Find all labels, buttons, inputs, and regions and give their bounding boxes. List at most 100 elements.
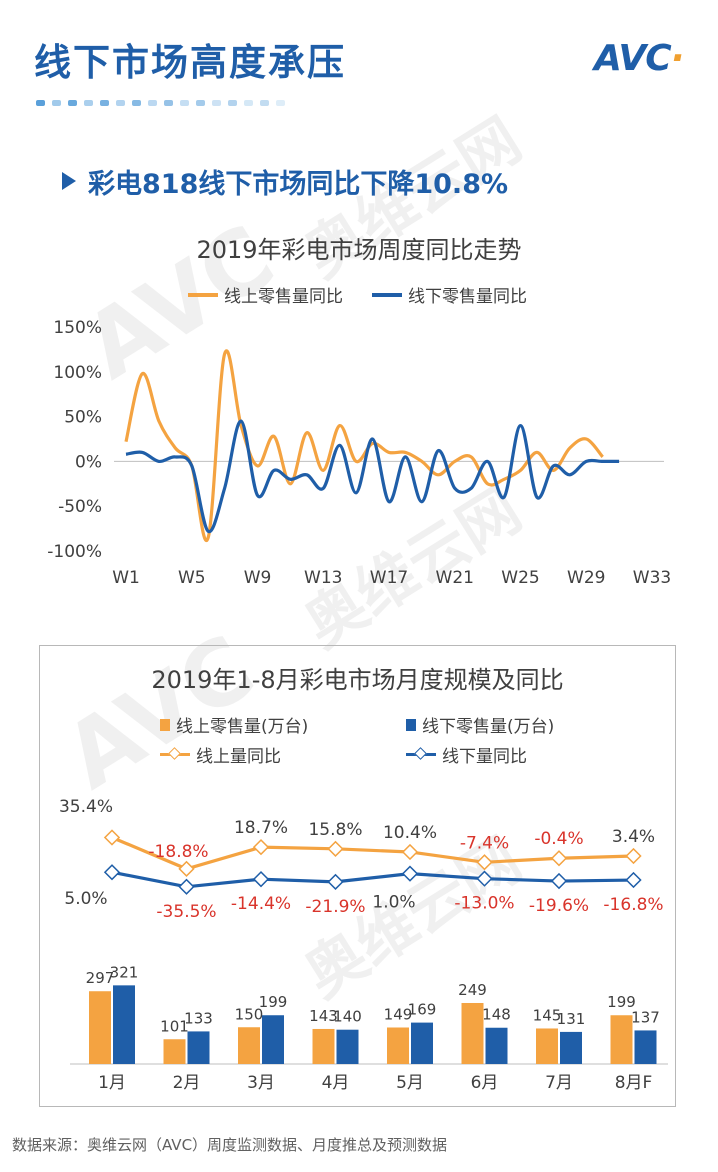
month-label: 1月 [98,1073,126,1093]
offline-yoy-label: 1.0% [372,893,415,913]
offline-yoy-marker [550,872,568,890]
offline-volume-bar [113,985,135,1064]
section-subtitle: 彩电818线下市场同比下降10.8% [88,169,509,200]
offline-bar-label: 199 [259,993,288,1011]
online-bar-label: 297 [86,969,115,987]
offline-volume-bar [560,1031,582,1064]
month-label: 3月 [247,1073,275,1093]
chart2-title: 2019年1-8月彩电市场月度规模及同比 [151,666,564,694]
online-yoy-label: -18.8% [148,842,208,862]
online-yoy-marker [401,843,419,861]
online-yoy-label: 35.4% [59,797,113,817]
monthly-bar-line-chart: 2973211月1011332月1501993月1431404月1491695月… [59,797,668,1093]
x-tick-label: W5 [178,568,206,588]
legend-label: 线下零售量同比 [408,287,527,307]
legend-line-marker [406,747,436,760]
online-yoy-marker [550,850,568,867]
x-tick-label: W1 [112,568,140,588]
y-tick-label: 100% [53,363,102,383]
month-label: 2月 [173,1073,201,1093]
online-yoy-marker [476,854,493,871]
legend-bar-swatch [160,718,170,731]
offline-volume-bar [411,1022,433,1064]
x-tick-label: W25 [501,568,539,588]
online-bar-label: 149 [384,1005,413,1023]
page-title: 线下市场高度承压 [34,41,346,84]
month-label: 5月 [396,1073,424,1093]
x-tick-label: W9 [244,568,272,588]
legend-online-bar: 线上零售量(万台) [160,712,308,737]
offline-yoy-marker [327,873,344,891]
legend-line-swatch [372,292,402,297]
x-tick-label: W13 [304,568,342,588]
x-tick-label: W17 [370,568,408,588]
online-volume-bar [387,1027,409,1064]
legend-line-swatch [188,292,218,297]
online-yoy-line [111,835,634,871]
offline-yoy-marker [103,864,121,881]
chart1-title: 2019年彩电市场周度同比走势 [196,236,522,264]
offline-bar-label: 169 [408,1001,437,1019]
online-volume-bar [610,1015,633,1064]
online-yoy-marker [252,839,270,856]
weekly-yoy-line-chart: 150% 100% 50% 0% -50% -100% W1 W5 W9 W13 W17 W21 W25… [47,318,671,588]
online-yoy-marker [625,847,642,865]
triangle-bullet-icon [62,172,76,190]
legend-offline-yoy: 线下量同比 [406,742,527,767]
x-tick-label: W29 [567,568,605,588]
offline-bar-label: 148 [482,1006,511,1024]
legend-label: 线上量同比 [196,747,281,767]
x-tick-label: W33 [633,568,671,588]
monthly-chart-frame [39,645,676,1107]
y-tick-label: -100% [47,542,102,562]
online-yoy-label: -7.4% [460,833,509,853]
legend-label: 线上零售量(万台) [176,717,309,737]
offline-yoy-marker [476,870,493,887]
online-yoy-marker [327,840,344,857]
offline-volume-bar [187,1031,210,1064]
data-source: 数据来源：奥维云网（AVC）周度监测数据、月度推总及预测数据 [12,1136,448,1154]
offline-yoy-marker [252,871,270,888]
offline-volume-bar [336,1029,359,1064]
online-yoy-label: 3.4% [612,827,655,847]
online-yoy-label: -0.4% [534,829,583,849]
month-label: 8月F [615,1073,653,1093]
online-yoy-label: 10.4% [383,823,437,843]
offline-yoy-marker [625,871,642,889]
online-volume-bar [312,1028,335,1064]
offline-bar-label: 321 [110,963,139,981]
online-yoy-marker [103,829,121,846]
online-bar-label: 101 [160,1017,189,1035]
online-volume-bar [536,1028,558,1064]
online-volume-bar [238,1027,260,1064]
offline-yoy-label: -35.5% [156,902,216,922]
legend-online: 线上零售量同比 [188,282,343,307]
y-tick-label: 0% [75,452,102,472]
avc-logo: AVC· [594,38,684,79]
online-bar-label: 199 [607,993,636,1011]
online-volume-bar [461,1002,484,1064]
legend-offline: 线下零售量同比 [372,282,527,307]
legend-line-marker [160,747,190,760]
offline-yoy-label: -14.4% [231,894,291,914]
month-label: 6月 [471,1073,499,1093]
offline-volume-bar [634,1030,657,1064]
offline-yoy-line [125,419,620,533]
y-tick-label: -50% [58,497,102,517]
offline-yoy-label: -21.9% [305,897,365,917]
online-yoy-label: 15.8% [308,820,362,840]
offline-yoy-label: -13.0% [454,894,514,914]
offline-yoy-line [111,870,634,889]
legend-label: 线下量同比 [442,747,527,767]
legend-offline-bar: 线下零售量(万台) [406,712,554,737]
y-tick-label: 50% [64,408,102,428]
offline-yoy-label: -16.8% [603,895,663,915]
online-yoy-line [124,349,604,543]
y-tick-label: 150% [53,318,102,338]
legend-label: 线下零售量(万台) [422,717,555,737]
online-bar-label: 150 [235,1005,264,1023]
month-label: 7月 [545,1073,573,1093]
offline-yoy-label: 5.0% [64,889,107,909]
decorative-dashes [36,100,285,106]
offline-volume-bar [485,1027,508,1064]
